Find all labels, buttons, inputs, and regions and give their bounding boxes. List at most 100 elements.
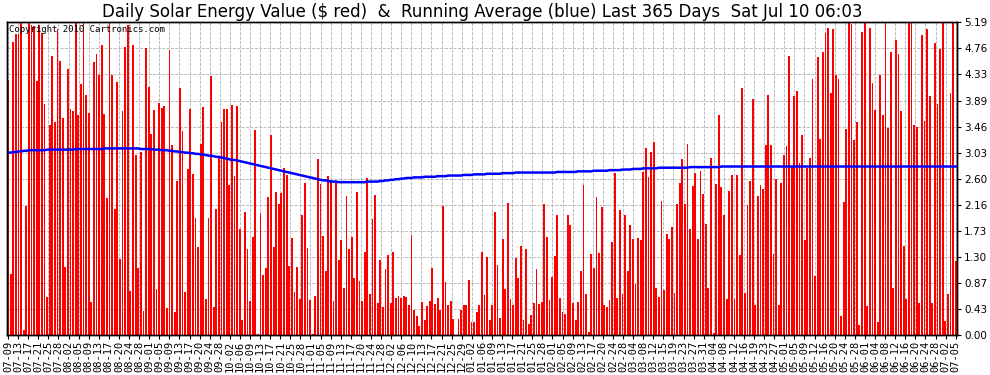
Bar (61, 118, 63, 335)
Bar (442, 206, 444, 335)
Bar (556, 215, 558, 335)
Bar (245, 212, 246, 335)
Bar (660, 201, 662, 335)
Bar (117, 82, 118, 335)
Bar (26, 206, 27, 335)
Bar (515, 258, 517, 335)
Bar (908, 22, 910, 335)
Bar (301, 215, 303, 335)
Bar (195, 218, 196, 335)
Bar (59, 61, 61, 335)
Bar (82, 22, 84, 335)
Bar (210, 76, 212, 335)
Bar (687, 144, 688, 335)
Bar (801, 135, 803, 335)
Bar (315, 296, 316, 335)
Bar (419, 326, 421, 335)
Bar (387, 255, 389, 335)
Bar (817, 57, 819, 335)
Bar (197, 248, 199, 335)
Bar (692, 186, 694, 335)
Bar (254, 130, 256, 335)
Bar (820, 139, 822, 335)
Bar (833, 28, 835, 335)
Bar (518, 278, 519, 335)
Bar (434, 304, 436, 335)
Bar (791, 166, 793, 335)
Bar (705, 224, 707, 335)
Bar (841, 316, 842, 335)
Bar (673, 293, 675, 335)
Bar (293, 292, 295, 335)
Bar (299, 299, 301, 335)
Bar (445, 282, 446, 335)
Bar (890, 52, 892, 335)
Bar (551, 278, 553, 335)
Bar (101, 45, 103, 335)
Bar (614, 173, 616, 335)
Bar (871, 83, 873, 335)
Bar (937, 104, 939, 335)
Bar (146, 48, 147, 335)
Bar (559, 298, 561, 335)
Bar (884, 22, 886, 335)
Bar (927, 28, 928, 335)
Bar (640, 240, 642, 335)
Bar (341, 240, 343, 335)
Bar (804, 240, 806, 335)
Bar (564, 314, 566, 335)
Bar (882, 115, 884, 335)
Bar (898, 54, 899, 335)
Bar (924, 121, 926, 335)
Bar (275, 192, 277, 335)
Bar (171, 146, 173, 335)
Bar (553, 256, 555, 335)
Bar (643, 172, 644, 335)
Bar (181, 131, 183, 335)
Bar (940, 50, 941, 335)
Bar (947, 294, 948, 335)
Bar (533, 303, 535, 335)
Bar (830, 93, 832, 335)
Bar (353, 278, 355, 335)
Bar (726, 300, 728, 335)
Bar (828, 28, 829, 335)
Bar (307, 248, 308, 335)
Bar (468, 280, 470, 335)
Bar (635, 284, 637, 335)
Bar (213, 308, 215, 335)
Bar (941, 23, 943, 335)
Bar (954, 261, 956, 335)
Bar (652, 142, 654, 335)
Bar (7, 80, 9, 335)
Bar (247, 249, 248, 335)
Bar (746, 205, 748, 335)
Bar (757, 196, 758, 335)
Bar (911, 22, 913, 335)
Bar (676, 204, 678, 335)
Bar (31, 25, 33, 335)
Bar (903, 246, 905, 335)
Bar (546, 237, 547, 335)
Bar (390, 303, 392, 335)
Bar (421, 302, 423, 335)
Bar (440, 310, 442, 335)
Bar (934, 43, 936, 335)
Bar (369, 294, 371, 335)
Bar (23, 330, 25, 335)
Bar (850, 24, 852, 335)
Title: Daily Solar Energy Value ($ red)  &  Running Average (blue) Last 365 Days  Sat J: Daily Solar Energy Value ($ red) & Runni… (102, 3, 862, 21)
Bar (663, 291, 665, 335)
Bar (919, 303, 920, 335)
Bar (348, 249, 350, 335)
Bar (944, 321, 946, 335)
Bar (96, 54, 97, 335)
Bar (304, 183, 306, 335)
Bar (856, 122, 857, 335)
Bar (624, 216, 626, 335)
Bar (18, 34, 20, 335)
Bar (630, 225, 632, 335)
Bar (526, 249, 527, 335)
Bar (666, 234, 667, 335)
Bar (510, 299, 512, 335)
